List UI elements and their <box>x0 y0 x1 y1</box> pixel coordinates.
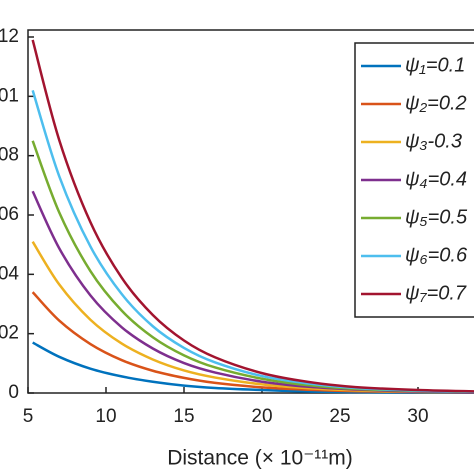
legend-label: ψ₅=0.5 <box>405 206 468 228</box>
y-tick-label: 04 <box>0 263 19 284</box>
legend-label: ψ₁=0.1 <box>405 54 465 76</box>
y-tick-label: 06 <box>0 204 19 225</box>
legend-label: ψ₃-0.3 <box>405 130 462 152</box>
legend-label: ψ₄=0.4 <box>405 168 467 190</box>
y-tick-label: 01 <box>0 85 19 106</box>
y-tick-label: 12 <box>0 26 19 47</box>
x-tick-label: 5 <box>23 406 34 427</box>
legend-label: ψ₂=0.2 <box>405 92 467 114</box>
y-tick-label: 02 <box>0 323 19 344</box>
x-tick-label: 10 <box>95 406 116 427</box>
legend-label: ψ₆=0.6 <box>405 244 468 266</box>
x-axis-label: Distance (× 10⁻¹¹m) <box>167 447 353 470</box>
x-tick-label: 30 <box>407 406 428 427</box>
x-tick-label: 20 <box>251 406 272 427</box>
legend-label: ψ₇=0.7 <box>405 282 467 304</box>
x-tick-label: 25 <box>329 406 350 427</box>
series-line <box>31 39 474 393</box>
y-tick-label: 0 <box>8 382 19 403</box>
x-tick-label: 15 <box>173 406 194 427</box>
y-tick-label: 08 <box>0 145 19 166</box>
